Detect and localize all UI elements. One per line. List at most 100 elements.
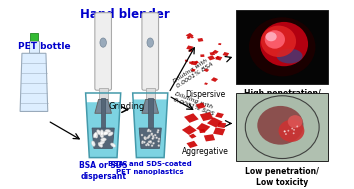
Ellipse shape: [152, 137, 154, 139]
Text: Hand blender: Hand blender: [80, 8, 169, 21]
Polygon shape: [204, 82, 208, 85]
Ellipse shape: [92, 141, 95, 146]
Ellipse shape: [284, 131, 286, 132]
Ellipse shape: [150, 133, 153, 136]
Ellipse shape: [141, 142, 143, 144]
Polygon shape: [190, 36, 194, 39]
Ellipse shape: [144, 137, 146, 139]
Polygon shape: [139, 128, 161, 148]
Ellipse shape: [156, 137, 158, 139]
Ellipse shape: [288, 115, 303, 128]
Polygon shape: [207, 117, 223, 128]
Polygon shape: [215, 56, 222, 60]
Ellipse shape: [257, 106, 303, 145]
Polygon shape: [184, 113, 199, 123]
Ellipse shape: [147, 137, 149, 139]
Ellipse shape: [157, 131, 159, 133]
Ellipse shape: [151, 133, 153, 135]
Polygon shape: [187, 37, 190, 39]
Text: Diluting with
0.0001% BSA: Diluting with 0.0001% BSA: [172, 57, 214, 89]
Text: BSA or SDS
dispersant: BSA or SDS dispersant: [79, 161, 127, 181]
Polygon shape: [185, 60, 188, 62]
Ellipse shape: [293, 129, 295, 131]
Ellipse shape: [158, 145, 160, 147]
Polygon shape: [196, 123, 210, 132]
Polygon shape: [86, 102, 120, 158]
Ellipse shape: [279, 120, 304, 142]
Polygon shape: [191, 61, 198, 65]
Text: Grinding: Grinding: [109, 102, 145, 111]
Text: Diluting with
0.0001% SDS: Diluting with 0.0001% SDS: [172, 92, 216, 116]
Bar: [30, 33, 38, 41]
Bar: [236, 10, 329, 84]
Polygon shape: [191, 69, 195, 72]
Ellipse shape: [245, 96, 319, 159]
Polygon shape: [212, 50, 219, 54]
Bar: [29, 41, 39, 53]
Polygon shape: [198, 38, 204, 42]
Ellipse shape: [100, 140, 105, 145]
Ellipse shape: [266, 32, 277, 41]
Bar: [148, 98, 153, 128]
Ellipse shape: [97, 130, 101, 135]
FancyBboxPatch shape: [95, 13, 112, 90]
Polygon shape: [204, 68, 209, 72]
Ellipse shape: [98, 143, 103, 147]
Ellipse shape: [296, 125, 298, 127]
Polygon shape: [189, 134, 196, 139]
Polygon shape: [223, 52, 229, 56]
Polygon shape: [95, 99, 112, 113]
Polygon shape: [92, 128, 114, 148]
Polygon shape: [199, 129, 205, 133]
Polygon shape: [218, 43, 221, 45]
Ellipse shape: [152, 135, 154, 137]
Polygon shape: [200, 54, 205, 57]
Polygon shape: [186, 33, 194, 38]
Ellipse shape: [148, 135, 150, 137]
Ellipse shape: [150, 141, 152, 143]
Text: Aggregative: Aggregative: [182, 146, 229, 156]
Polygon shape: [211, 77, 218, 82]
Bar: [236, 93, 329, 161]
Ellipse shape: [148, 141, 150, 143]
Bar: [145, 88, 155, 99]
Ellipse shape: [151, 145, 153, 147]
Text: PET bottle: PET bottle: [18, 42, 71, 51]
Ellipse shape: [141, 134, 143, 136]
Ellipse shape: [152, 138, 154, 140]
Ellipse shape: [103, 132, 108, 135]
Ellipse shape: [147, 143, 149, 145]
Polygon shape: [215, 56, 220, 59]
Ellipse shape: [287, 130, 289, 132]
Ellipse shape: [261, 26, 296, 57]
Bar: [101, 98, 105, 128]
Ellipse shape: [142, 141, 144, 143]
Ellipse shape: [150, 140, 152, 143]
Ellipse shape: [144, 136, 146, 138]
Text: BSA- and SDS-coated
PET nanoplastics: BSA- and SDS-coated PET nanoplastics: [108, 161, 192, 175]
Polygon shape: [207, 55, 215, 60]
Ellipse shape: [145, 137, 147, 139]
Ellipse shape: [158, 138, 160, 140]
Ellipse shape: [157, 129, 159, 131]
Ellipse shape: [147, 38, 154, 47]
Polygon shape: [187, 141, 198, 148]
Ellipse shape: [101, 138, 106, 141]
Polygon shape: [213, 127, 225, 135]
Ellipse shape: [147, 130, 149, 132]
Ellipse shape: [93, 132, 97, 138]
Ellipse shape: [148, 129, 150, 131]
Ellipse shape: [260, 22, 308, 66]
Ellipse shape: [153, 142, 155, 144]
Polygon shape: [182, 125, 197, 135]
Ellipse shape: [103, 131, 108, 135]
Ellipse shape: [154, 134, 156, 136]
Ellipse shape: [100, 130, 103, 135]
Polygon shape: [215, 112, 224, 118]
Ellipse shape: [143, 141, 145, 143]
Polygon shape: [189, 61, 193, 64]
Ellipse shape: [158, 140, 160, 142]
Ellipse shape: [144, 138, 146, 140]
Ellipse shape: [148, 136, 150, 138]
Polygon shape: [142, 99, 159, 113]
